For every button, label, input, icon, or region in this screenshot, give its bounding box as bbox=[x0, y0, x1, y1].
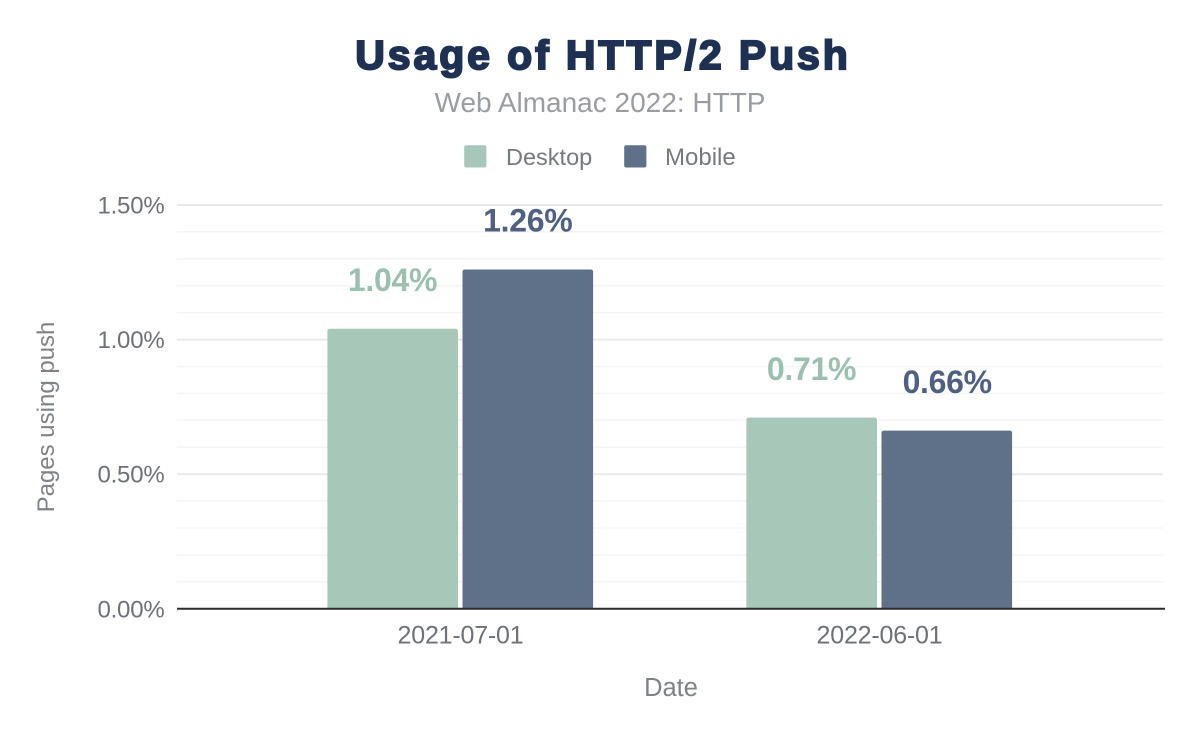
svg-text:Web Almanac 2022: HTTP: Web Almanac 2022: HTTP bbox=[435, 87, 766, 118]
svg-text:0.00%: 0.00% bbox=[97, 596, 164, 623]
svg-text:1.00%: 1.00% bbox=[97, 327, 164, 354]
svg-text:1.04%: 1.04% bbox=[348, 262, 437, 298]
svg-text:1.50%: 1.50% bbox=[97, 193, 164, 220]
svg-text:1.26%: 1.26% bbox=[483, 203, 572, 239]
svg-text:0.71%: 0.71% bbox=[767, 351, 856, 387]
svg-text:2022-06-01: 2022-06-01 bbox=[817, 622, 943, 650]
svg-text:Usage of HTTP/2 Push: Usage of HTTP/2 Push bbox=[355, 32, 850, 78]
svg-text:Date: Date bbox=[644, 674, 698, 702]
svg-text:Desktop: Desktop bbox=[506, 144, 592, 170]
svg-text:0.66%: 0.66% bbox=[903, 364, 992, 400]
svg-text:Pages using push: Pages using push bbox=[33, 322, 60, 513]
svg-text:2021-07-01: 2021-07-01 bbox=[398, 622, 524, 650]
svg-text:Mobile: Mobile bbox=[665, 144, 736, 171]
svg-text:0.50%: 0.50% bbox=[97, 462, 164, 489]
